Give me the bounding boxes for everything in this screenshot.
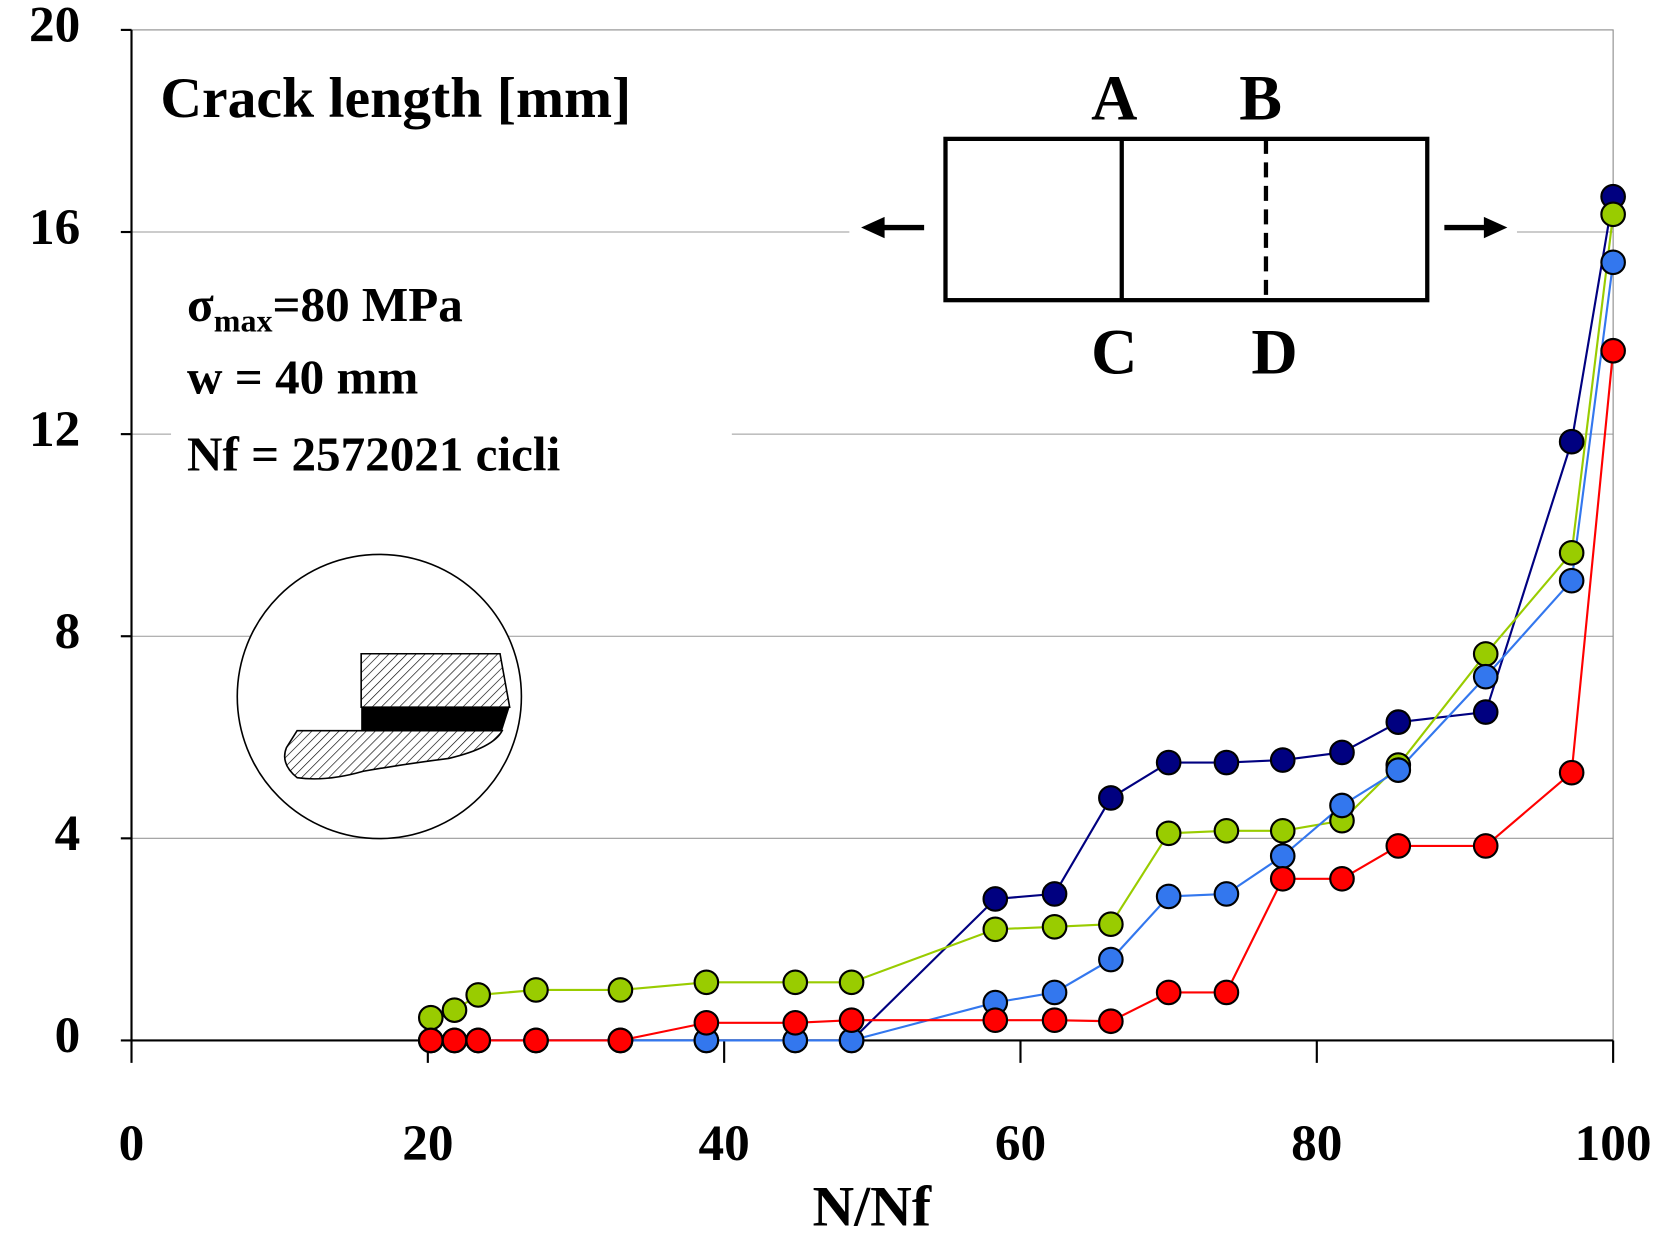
data-point	[441, 997, 468, 1023]
data-point	[782, 969, 809, 996]
y-tick-label: 16	[29, 199, 80, 256]
data-point	[1155, 820, 1182, 847]
data-point	[1385, 757, 1412, 783]
data-point	[982, 916, 1009, 943]
x-tick-label: 60	[995, 1115, 1046, 1172]
data-point	[1558, 428, 1585, 455]
data-point	[982, 1007, 1009, 1034]
data-point	[1329, 739, 1355, 766]
text-background	[149, 64, 738, 145]
data-point	[1041, 1007, 1068, 1034]
stress-note: σmax=80 MPa	[187, 277, 463, 339]
data-point	[1472, 641, 1499, 667]
chart-title: Crack length [mm]	[160, 67, 631, 130]
data-point	[1472, 699, 1499, 725]
x-tick-label: 80	[1291, 1115, 1342, 1172]
data-point	[1558, 759, 1585, 786]
joint-inset	[236, 553, 523, 840]
y-tick-label: 8	[55, 603, 81, 660]
data-point	[1041, 881, 1068, 907]
data-point	[465, 982, 492, 1008]
data-point	[417, 1004, 444, 1031]
data-point	[1269, 865, 1296, 892]
specimen-diagram: A B C D	[861, 62, 1508, 388]
stress-symbol: σ	[187, 277, 214, 332]
data-point	[1558, 567, 1585, 594]
y-tick-label: 12	[29, 401, 80, 458]
data-point	[693, 969, 720, 996]
adhesive	[361, 707, 510, 731]
data	[417, 183, 1626, 1054]
stress-text: =80 MPa	[273, 277, 463, 332]
data-point	[1329, 792, 1355, 819]
data-point	[607, 977, 634, 1003]
data-point	[982, 886, 1009, 912]
x-tick-label: 40	[699, 1115, 750, 1172]
data-point	[1269, 843, 1296, 869]
width-note: w = 40 mm	[187, 350, 418, 405]
x-tick-label: 0	[119, 1115, 145, 1172]
data-point	[838, 1007, 865, 1034]
data-point	[1213, 749, 1240, 776]
data-point	[1472, 833, 1499, 859]
data-point	[1155, 979, 1182, 1006]
data-point	[693, 1009, 720, 1036]
data-point	[1213, 881, 1240, 907]
data-point	[838, 969, 865, 996]
diagram-label: A	[1091, 62, 1137, 133]
data-point	[1600, 337, 1626, 364]
data-point	[1098, 946, 1124, 973]
lower-plate	[283, 729, 504, 780]
text-background	[171, 272, 732, 503]
arrow-head	[1483, 216, 1508, 239]
y-tick-label: 20	[29, 0, 80, 54]
data-point	[1385, 833, 1412, 859]
data-point	[1155, 883, 1182, 910]
data-point	[465, 1027, 492, 1054]
diagram-label: C	[1091, 317, 1137, 388]
x-tick-label: 100	[1575, 1115, 1652, 1172]
data-point	[1600, 201, 1626, 228]
data-point	[1269, 817, 1296, 844]
diagram-label: B	[1239, 62, 1282, 133]
data-point	[1098, 1008, 1124, 1035]
diagram-label: D	[1251, 317, 1297, 388]
data-point	[1558, 540, 1585, 566]
data-point	[782, 1009, 809, 1036]
data-point	[1041, 979, 1068, 1006]
data-point	[1600, 249, 1626, 276]
data-point	[607, 1027, 634, 1054]
data-point	[441, 1027, 468, 1054]
data-point	[523, 1027, 549, 1054]
upper-plate	[360, 652, 511, 708]
stress-subscript: max	[214, 303, 273, 339]
arrow-head	[861, 216, 885, 239]
data-point	[1041, 913, 1068, 940]
data-point	[1213, 979, 1240, 1006]
cycles-note: Nf = 2572021 cicli	[187, 427, 560, 482]
data-point	[417, 1027, 444, 1054]
data-point	[1385, 709, 1412, 735]
y-tick-label: 4	[55, 805, 81, 862]
data-point	[1269, 747, 1296, 773]
data-point	[1472, 663, 1499, 690]
x-axis-label: N/Nf	[813, 1176, 932, 1237]
y-tick-label: 0	[55, 1007, 81, 1064]
specimen	[943, 136, 1430, 303]
data-point	[1329, 865, 1355, 892]
diagram-background	[849, 69, 1517, 390]
data-point	[1098, 785, 1124, 811]
data-point	[1155, 749, 1182, 776]
data-point	[1213, 817, 1240, 844]
data-point	[1098, 911, 1124, 938]
x-tick-label: 20	[402, 1115, 453, 1172]
data-point	[523, 977, 549, 1003]
